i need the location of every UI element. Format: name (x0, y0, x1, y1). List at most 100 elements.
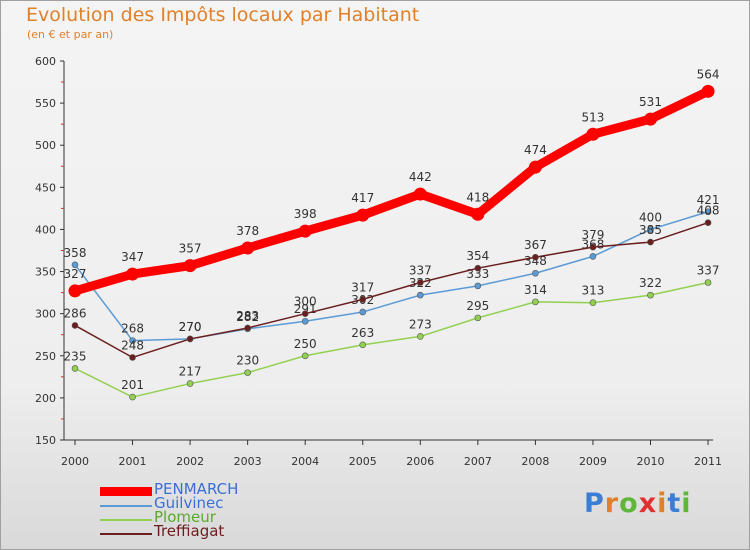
chart-subtitle: (en € et par an) (27, 28, 114, 41)
data-label-penmarch: 398 (294, 207, 317, 221)
y-tick-label: 450 (35, 181, 56, 194)
logo-letter: P (584, 488, 605, 519)
data-point-penmarch (413, 187, 427, 201)
data-point-penmarch (298, 224, 312, 238)
data-point-penmarch (471, 207, 485, 221)
data-point-guilvinec (474, 282, 482, 290)
data-point-treffiagat (532, 253, 539, 261)
x-tick-label: 2004 (291, 455, 319, 468)
data-label-guilvinec: 268 (121, 322, 144, 336)
data-label-treffiagat: 379 (581, 228, 604, 242)
data-label-plomeur: 313 (581, 284, 604, 298)
y-tick-label: 500 (35, 139, 56, 152)
data-label-treffiagat: 286 (64, 306, 87, 320)
data-point-plomeur (532, 298, 539, 306)
data-point-guilvinec (532, 269, 539, 277)
data-point-treffiagat (244, 324, 251, 332)
data-label-plomeur: 273 (409, 317, 432, 331)
data-point-guilvinec (589, 253, 597, 260)
data-point-plomeur (416, 333, 424, 340)
data-label-plomeur: 322 (639, 276, 662, 290)
legend-item-treffiagat: Treffiagat (100, 522, 300, 542)
y-tick-label: 550 (35, 97, 56, 110)
data-point-treffiagat (589, 243, 597, 251)
data-label-penmarch: 418 (466, 190, 489, 204)
data-label-plomeur: 235 (64, 349, 87, 363)
data-point-treffiagat (416, 279, 424, 286)
legend-label: Treffiagat (154, 522, 225, 540)
data-label-guilvinec: 270 (179, 320, 202, 334)
logo-letter: o (619, 488, 639, 519)
data-label-penmarch: 347 (121, 250, 144, 264)
data-point-penmarch (241, 241, 255, 255)
data-label-penmarch: 513 (581, 110, 604, 124)
legend-label: Guilvinec (154, 494, 224, 512)
data-label-guilvinec: 282 (236, 310, 259, 324)
data-label-plomeur: 263 (351, 326, 374, 340)
y-tick-label: 600 (35, 55, 56, 68)
data-point-plomeur (589, 299, 597, 307)
data-label-guilvinec: 358 (64, 246, 87, 260)
series-line-guilvinec (74, 211, 709, 342)
data-point-treffiagat (474, 264, 482, 272)
logo-letter: i (657, 488, 668, 519)
x-tick-label: 2005 (349, 455, 377, 468)
data-point-plomeur (129, 393, 136, 401)
data-point-plomeur (647, 291, 654, 299)
logo-letter: r (604, 488, 620, 519)
logo-letter: x (638, 488, 658, 519)
data-point-guilvinec (301, 317, 309, 325)
y-tick-label: 200 (35, 392, 56, 405)
legend-item-plomeur: Plomeur (100, 508, 300, 528)
x-tick-label: 2011 (694, 455, 722, 468)
x-tick-label: 2010 (637, 455, 665, 468)
data-label-plomeur: 314 (524, 283, 547, 297)
y-tick-label: 300 (35, 308, 56, 321)
data-label-plomeur: 337 (697, 264, 720, 278)
data-label-plomeur: 295 (466, 299, 489, 313)
data-point-guilvinec (359, 308, 367, 316)
y-tick-label: 400 (35, 223, 56, 236)
data-label-treffiagat: 367 (524, 238, 547, 252)
data-label-guilvinec: 421 (697, 193, 720, 207)
data-point-plomeur (359, 341, 367, 349)
legend-item-penmarch: PENMARCH (100, 480, 300, 500)
data-point-plomeur (244, 369, 251, 376)
data-point-guilvinec (704, 208, 712, 216)
data-label-plomeur: 201 (121, 378, 144, 392)
data-label-treffiagat: 248 (121, 338, 144, 352)
x-tick-label: 2007 (464, 455, 492, 468)
x-tick-label: 2002 (176, 455, 204, 468)
data-label-penmarch: 531 (639, 95, 662, 109)
x-tick-label: 2009 (579, 455, 607, 468)
data-label-plomeur: 250 (294, 337, 317, 351)
x-tick-label: 2003 (234, 455, 262, 468)
data-label-penmarch: 564 (697, 67, 720, 81)
x-tick-label: 2008 (521, 455, 549, 468)
legend-swatch (100, 519, 152, 521)
proxiti-logo: Proxiti (584, 488, 692, 519)
data-point-guilvinec (647, 226, 654, 233)
data-label-treffiagat: 270 (179, 320, 202, 334)
data-point-penmarch (126, 267, 140, 281)
data-label-penmarch: 357 (179, 242, 202, 256)
logo-letter: t (667, 488, 682, 519)
series-line-plomeur (74, 281, 709, 398)
data-point-penmarch (701, 84, 715, 98)
data-point-guilvinec (416, 291, 424, 299)
data-point-penmarch (586, 127, 600, 141)
y-tick-label: 350 (35, 266, 56, 279)
data-label-penmarch: 474 (524, 143, 547, 157)
data-label-penmarch: 378 (236, 224, 259, 238)
data-label-treffiagat: 337 (409, 264, 432, 278)
series-line-treffiagat (74, 221, 709, 359)
data-point-treffiagat (186, 335, 194, 343)
data-point-treffiagat (647, 238, 654, 246)
data-point-penmarch (644, 112, 657, 126)
data-point-plomeur (71, 365, 79, 372)
data-point-penmarch (183, 259, 197, 273)
x-tick-label: 2000 (61, 455, 89, 468)
data-label-treffiagat: 408 (697, 204, 720, 218)
data-label-penmarch: 442 (409, 170, 432, 184)
